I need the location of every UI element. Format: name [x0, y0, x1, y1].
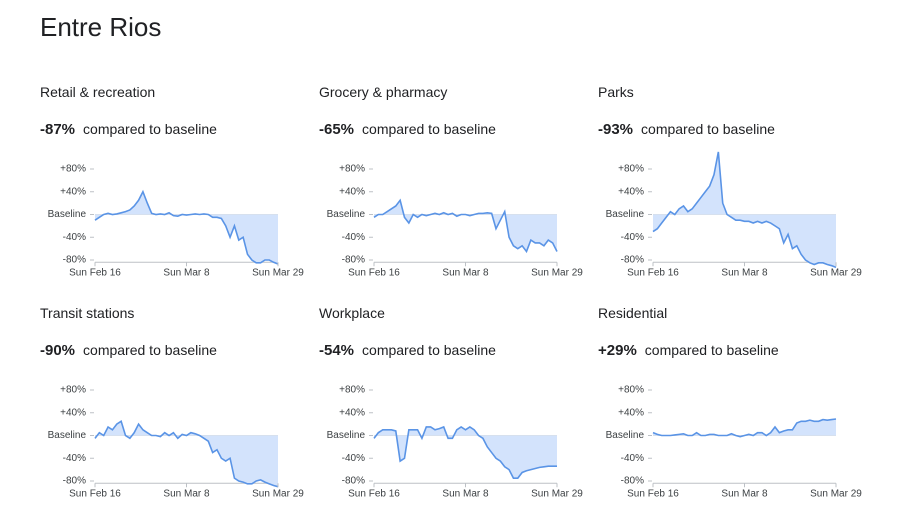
y-tick-label: +40% [618, 186, 644, 197]
x-tick-label: Sun Mar 29 [252, 488, 304, 499]
change-text: compared to baseline [83, 121, 217, 137]
change-summary: +29% compared to baseline [598, 342, 779, 359]
line [652, 151, 837, 269]
y-tick-label: +80% [618, 385, 644, 396]
area [95, 191, 278, 264]
chart-panel: Parks -93% compared to baseline +80% +40% Bas… [598, 84, 862, 278]
x-tick-label: Sun Feb 16 [627, 267, 679, 278]
change-value: -54% [319, 342, 354, 359]
line [94, 420, 279, 488]
change-summary: -54% compared to baseline [319, 342, 496, 359]
y-tick-label: Baseline [606, 430, 645, 441]
change-summary: -87% compared to baseline [40, 121, 217, 138]
chart-title: Grocery & pharmacy [319, 84, 447, 100]
change-text: compared to baseline [362, 121, 496, 137]
change-text: compared to baseline [83, 342, 217, 358]
line [373, 198, 558, 254]
y-tick-label: +80% [60, 164, 86, 175]
area [653, 151, 836, 268]
area [374, 426, 557, 479]
line [94, 189, 279, 265]
page-title: Entre Rios [40, 12, 161, 42]
y-tick-label: +40% [339, 186, 365, 197]
y-tick-label: +40% [618, 407, 644, 418]
x-tick-label: Sun Mar 8 [442, 488, 489, 499]
x-tick-label: Sun Feb 16 [627, 488, 679, 499]
chart-title: Retail & recreation [40, 84, 155, 100]
line [373, 425, 557, 479]
x-tick-label: Sun Mar 8 [163, 488, 210, 499]
chart-title: Residential [598, 305, 667, 321]
change-text: compared to baseline [641, 121, 775, 137]
area [95, 421, 278, 487]
x-tick-label: Sun Mar 8 [442, 267, 489, 278]
x-tick-label: Sun Mar 29 [252, 267, 304, 278]
area [653, 419, 836, 437]
y-tick-label: Baseline [327, 209, 366, 220]
chart-panel: Transit stations -90% compared to baseline… [40, 305, 304, 499]
chart-panel: Retail & recreation -87% compared to basel… [40, 84, 304, 278]
change-text: compared to baseline [362, 342, 496, 358]
y-tick-label: +80% [339, 385, 365, 396]
change-value: -87% [40, 121, 75, 138]
change-value: -65% [319, 121, 354, 138]
x-tick-label: Sun Feb 16 [348, 267, 400, 278]
y-tick-label: +40% [339, 407, 365, 418]
y-tick-label: +40% [60, 186, 86, 197]
chart-title: Workplace [319, 305, 385, 321]
change-text: compared to baseline [645, 342, 779, 358]
y-tick-label: Baseline [48, 209, 87, 220]
x-tick-label: Sun Mar 8 [721, 488, 768, 499]
y-tick-label: +80% [60, 385, 86, 396]
chart-panel: Workplace -54% compared to baseline +80% +40… [319, 305, 583, 499]
area [374, 200, 557, 252]
x-tick-label: Sun Feb 16 [69, 488, 121, 499]
x-tick-label: Sun Mar 29 [531, 488, 583, 499]
x-tick-label: Sun Mar 29 [810, 267, 862, 278]
change-value: -90% [40, 342, 75, 359]
chart-title: Transit stations [40, 305, 134, 321]
y-tick-label: -80% [63, 476, 86, 487]
y-tick-label: -40% [342, 453, 365, 464]
change-summary: -90% compared to baseline [40, 342, 217, 359]
y-tick-label: -80% [621, 476, 644, 487]
chart-title: Parks [598, 84, 634, 100]
x-tick-label: Sun Feb 16 [69, 267, 121, 278]
line [652, 418, 837, 438]
change-summary: -65% compared to baseline [319, 121, 496, 138]
y-tick-label: +80% [339, 164, 365, 175]
y-tick-label: Baseline [48, 430, 87, 441]
change-summary: -93% compared to baseline [598, 121, 775, 138]
y-tick-label: +80% [618, 164, 644, 175]
y-tick-label: -40% [63, 453, 86, 464]
y-tick-label: -80% [342, 255, 365, 266]
x-tick-label: Sun Mar 29 [810, 488, 862, 499]
y-tick-label: Baseline [606, 209, 645, 220]
y-tick-label: +40% [60, 407, 86, 418]
y-tick-label: -40% [342, 232, 365, 243]
y-tick-label: -80% [63, 255, 86, 266]
y-tick-label: -80% [342, 476, 365, 487]
y-tick-label: -40% [621, 453, 644, 464]
change-value: +29% [598, 342, 637, 359]
x-tick-label: Sun Mar 29 [531, 267, 583, 278]
x-tick-label: Sun Feb 16 [348, 488, 400, 499]
x-tick-label: Sun Mar 8 [721, 267, 768, 278]
change-value: -93% [598, 121, 633, 138]
chart-panel: Grocery & pharmacy -65% compared to baseli… [319, 84, 583, 278]
y-tick-label: -40% [63, 232, 86, 243]
y-tick-label: -40% [621, 232, 644, 243]
y-tick-label: Baseline [327, 430, 366, 441]
chart-panel: Residential +29% compared to baseline +80% +… [598, 305, 862, 499]
x-tick-label: Sun Mar 8 [163, 267, 210, 278]
y-tick-label: -80% [621, 255, 644, 266]
